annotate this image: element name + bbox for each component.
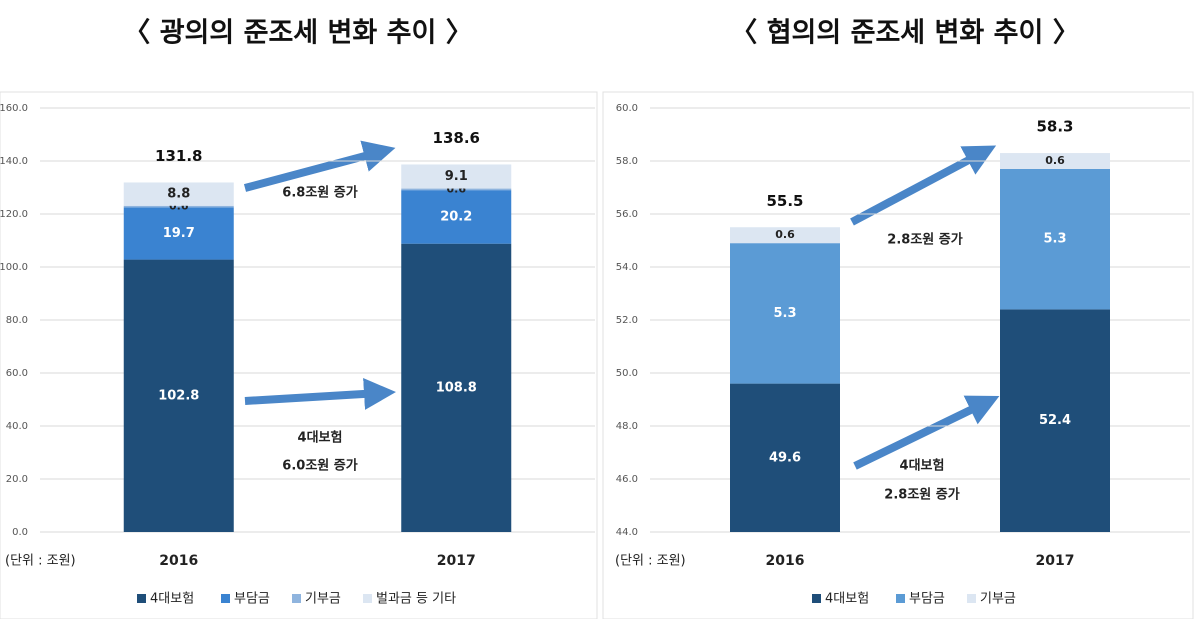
y-tick-label: 44.0 (616, 527, 638, 538)
bar-segment (401, 190, 512, 244)
total-label: 58.3 (1036, 118, 1073, 136)
value-label: 0.6 (1045, 154, 1065, 167)
y-tick-label: 48.0 (616, 421, 638, 432)
bar-segment (401, 188, 512, 191)
arrow (243, 140, 396, 192)
legend-swatch (292, 594, 301, 603)
y-tick-label: 20.0 (6, 474, 28, 485)
x-tick-label: 2017 (1036, 553, 1075, 569)
annotation: 2.8조원 증가 (887, 233, 962, 248)
value-label: 20.2 (440, 209, 472, 224)
y-tick-label: 50.0 (616, 368, 638, 379)
y-tick-label: 140.0 (0, 156, 28, 167)
y-tick-label: 0.0 (12, 527, 28, 538)
arrow (850, 145, 997, 226)
y-tick-label: 40.0 (6, 421, 28, 432)
y-tick-label: 80.0 (6, 315, 28, 326)
legend-label: 부담금 (909, 592, 945, 607)
legend-label: 4대보험 (825, 592, 869, 607)
bar-segment (401, 243, 512, 532)
arrow (244, 377, 396, 410)
legend-label: 기부금 (305, 592, 341, 607)
annotation: 6.8조원 증가 (282, 186, 357, 201)
bar-segment (730, 227, 840, 244)
value-label: 52.4 (1039, 413, 1071, 428)
annotation: 6.0조원 증가 (282, 459, 357, 474)
value-label: 9.1 (445, 169, 468, 184)
x-tick-label: 2016 (159, 553, 198, 569)
bar-segment (1000, 309, 1110, 532)
y-tick-label: 56.0 (616, 209, 638, 220)
legend-label: 부담금 (234, 592, 270, 607)
chart-title: 〈 광의의 준조세 변화 추이 〉 (123, 18, 472, 49)
legend-swatch (896, 594, 905, 603)
bar-segment (1000, 153, 1110, 169)
total-label: 55.5 (766, 192, 803, 210)
bar-segment (730, 243, 840, 384)
value-label: 108.8 (436, 380, 477, 395)
total-label: 138.6 (433, 129, 480, 147)
y-tick-label: 160.0 (0, 103, 28, 114)
unit-label: (단위 : 조원) (5, 554, 76, 569)
chart-title: 〈 협의의 준조세 변화 추이 〉 (730, 18, 1079, 49)
y-tick-label: 52.0 (616, 315, 638, 326)
annotation: 4대보험 (298, 430, 343, 446)
y-tick-label: 60.0 (616, 103, 638, 114)
y-tick-label: 100.0 (0, 262, 28, 273)
bar-segment (123, 205, 234, 208)
bar-segment (123, 182, 234, 206)
y-tick-label: 46.0 (616, 474, 638, 485)
legend-label: 4대보험 (150, 592, 194, 607)
value-label: 5.3 (1043, 232, 1066, 247)
value-label: 102.8 (158, 388, 199, 403)
legend-swatch (137, 594, 146, 603)
annotation: 4대보험 (900, 458, 945, 474)
legend-swatch (221, 594, 230, 603)
value-label: 5.3 (773, 306, 796, 321)
legend-label: 기부금 (980, 592, 1016, 607)
legend-swatch (967, 594, 976, 603)
bar-segment (123, 207, 234, 260)
bar-segment (730, 383, 840, 532)
arrows (243, 140, 1000, 470)
x-tick-label: 2017 (437, 553, 476, 569)
value-label: 8.8 (167, 187, 190, 202)
unit-label: (단위 : 조원) (615, 554, 686, 569)
y-tick-label: 120.0 (0, 209, 28, 220)
panel-border (602, 91, 1194, 619)
arrow (853, 395, 1000, 470)
legend-label: 벌과금 등 기타 (376, 592, 456, 607)
x-tick-label: 2016 (766, 553, 805, 569)
legend-swatch (363, 594, 372, 603)
y-tick-label: 58.0 (616, 156, 638, 167)
bar-segment (401, 164, 512, 189)
value-label: 0.6 (775, 228, 795, 241)
total-label: 131.8 (155, 147, 202, 165)
bar-segment (123, 259, 234, 532)
panel-border (0, 91, 598, 619)
value-label: 49.6 (769, 450, 801, 465)
y-tick-label: 54.0 (616, 262, 638, 273)
bar-segment (1000, 168, 1110, 310)
legend-swatch (812, 594, 821, 603)
value-label: 19.7 (163, 226, 195, 241)
annotation: 2.8조원 증가 (884, 488, 959, 503)
y-tick-label: 60.0 (6, 368, 28, 379)
